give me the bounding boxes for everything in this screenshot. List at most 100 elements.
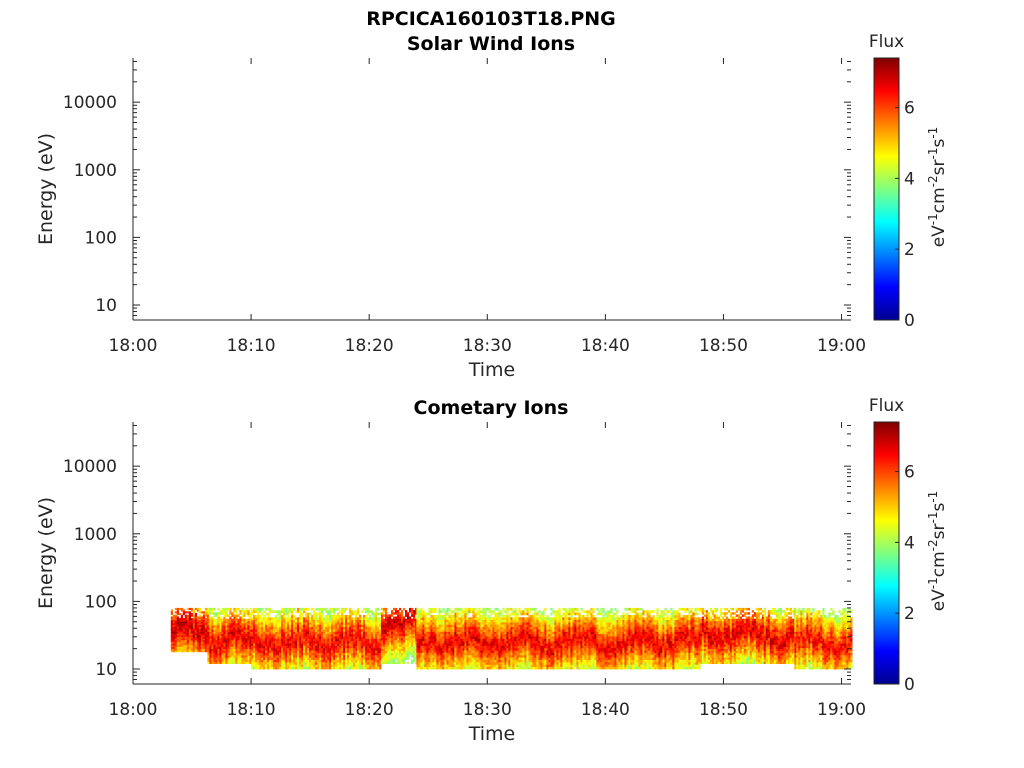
spectrogram-cell	[170, 636, 173, 639]
spectrogram-cell	[355, 643, 358, 646]
spectrogram-cell	[506, 636, 509, 639]
spectrogram-cell	[516, 666, 519, 670]
spectrogram-cell	[446, 662, 449, 665]
spectrogram-cell	[279, 659, 282, 663]
spectrogram-cell	[279, 629, 282, 632]
spectrogram-cell	[564, 622, 567, 625]
spectrogram-cell	[528, 654, 531, 658]
spectrogram-cell	[249, 659, 252, 662]
spectrogram-cell	[438, 643, 441, 646]
spectrogram-cell	[295, 657, 298, 660]
spectrogram-cell	[345, 638, 348, 642]
spectrogram-cell	[426, 631, 429, 635]
spectrogram-cell	[552, 662, 555, 665]
spectrogram-cell	[323, 629, 326, 632]
spectrogram-cell	[259, 615, 262, 618]
spectrogram-cell	[550, 619, 553, 623]
spectrogram-cell	[422, 629, 425, 632]
spectrogram-cell	[538, 659, 541, 663]
spectrogram-cell	[283, 610, 286, 613]
spectrogram-cell	[192, 638, 195, 641]
spectrogram-cell	[544, 636, 547, 639]
spectrogram-cell	[237, 648, 240, 652]
spectrogram-cell	[331, 626, 334, 630]
spectrogram-cell	[235, 652, 238, 656]
spectrogram-cell	[233, 650, 236, 654]
spectrogram-cell	[518, 622, 521, 625]
spectrogram-cell	[182, 638, 185, 641]
spectrogram-cell	[444, 617, 447, 620]
spectrogram-cell	[263, 633, 266, 637]
spectrogram-cell	[528, 638, 531, 642]
spectrogram-cell	[403, 657, 406, 660]
spectrogram-cell	[472, 654, 475, 658]
spectrogram-cell	[188, 616, 191, 619]
spectrogram-cell	[253, 607, 256, 611]
spectrogram-cell	[418, 615, 421, 618]
spectrogram-cell	[466, 624, 469, 628]
spectrogram-cell	[397, 637, 400, 641]
spectrogram-cell	[562, 622, 565, 625]
spectrogram-cell	[194, 638, 197, 641]
spectrogram-cell	[269, 624, 272, 628]
spectrogram-cell	[440, 617, 443, 620]
spectrogram-cell	[237, 627, 240, 630]
spectrogram-cell	[301, 615, 304, 618]
spectrogram-cell	[172, 619, 175, 622]
spectrogram-cell	[500, 629, 503, 632]
spectrogram-cell	[277, 633, 280, 637]
spectrogram-cell	[438, 638, 441, 642]
spectrogram-cell	[407, 616, 410, 619]
spectrogram-cell	[436, 650, 439, 653]
spectrogram-cell	[405, 648, 408, 652]
spectrogram-cell	[249, 661, 252, 664]
spectrogram-cell	[178, 643, 181, 646]
spectrogram-cell	[450, 647, 453, 651]
spectrogram-cell	[335, 664, 338, 667]
spectrogram-cell	[498, 666, 501, 670]
spectrogram-cell	[393, 661, 396, 664]
spectrogram-cell	[291, 640, 294, 644]
spectrogram-cell	[508, 607, 511, 611]
spectrogram-cell	[243, 618, 246, 622]
spectrogram-cell	[514, 647, 517, 651]
spectrogram-cell	[361, 647, 364, 651]
spectrogram-cell	[285, 622, 288, 625]
spectrogram-cell	[488, 657, 491, 660]
spectrogram-cell	[200, 643, 203, 646]
spectrogram-cell	[482, 657, 485, 660]
spectrogram-cell	[540, 636, 543, 639]
spectrogram-cell	[351, 617, 354, 620]
spectrogram-cell	[466, 662, 469, 665]
spectrogram-cell	[231, 655, 234, 658]
spectrogram-cell	[456, 631, 459, 635]
spectrogram-cell	[365, 657, 368, 660]
spectrogram-cell	[211, 610, 214, 613]
spectrogram-cell	[528, 650, 531, 653]
spectrogram-cell	[494, 645, 497, 649]
spectrogram-cell	[215, 635, 218, 639]
spectrogram-cell	[534, 659, 537, 663]
spectrogram-cell	[211, 648, 214, 652]
spectrogram-cell	[265, 636, 268, 639]
spectrogram-cell	[349, 666, 352, 670]
spectrogram-cell	[247, 659, 250, 662]
spectrogram-cell	[538, 643, 541, 646]
spectrogram-cell	[271, 650, 274, 653]
spectrogram-cell	[474, 617, 477, 620]
spectrogram-cell	[432, 645, 435, 649]
spectrogram-cell	[377, 631, 380, 635]
spectrogram-cell	[530, 654, 533, 658]
spectrogram-cell	[460, 615, 463, 618]
spectrogram-cell	[498, 659, 501, 663]
spectrogram-cell	[446, 652, 449, 656]
spectrogram-cell	[194, 628, 197, 631]
spectrogram-cell	[247, 655, 250, 658]
spectrogram-cell	[249, 633, 252, 637]
spectrogram-cell	[397, 610, 400, 613]
spectrogram-cell	[194, 614, 197, 617]
spectrogram-cell	[510, 638, 513, 642]
spectrogram-cell	[275, 636, 278, 639]
spectrogram-cell	[492, 619, 495, 623]
spectrogram-cell	[474, 607, 477, 611]
